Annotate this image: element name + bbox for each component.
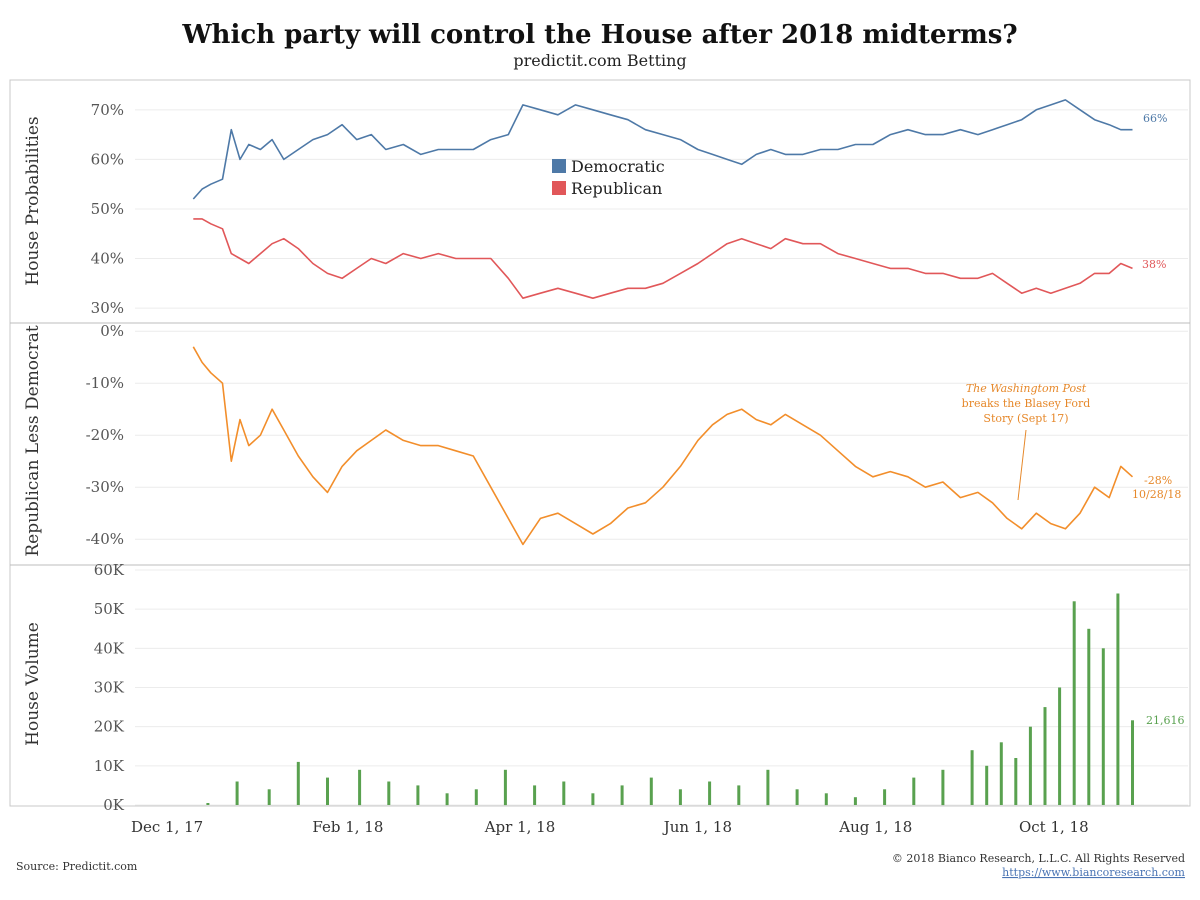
volume-bar (1116, 593, 1120, 805)
ytick-label-difference: -40% (86, 530, 124, 548)
ytick-label-probabilities: 70% (91, 101, 124, 119)
volume-bar (235, 781, 239, 805)
legend-label-democratic: Democratic (571, 157, 665, 176)
annotation-line-1: The Washingtom Post (966, 382, 1087, 395)
volume-bar (795, 789, 799, 805)
ytick-label-probabilities: 30% (91, 299, 124, 317)
legend-label-republican: Republican (571, 179, 662, 198)
volume-bar (1072, 601, 1076, 805)
ytick-label-probabilities: 60% (91, 150, 124, 168)
xtick-label: Feb 1, 18 (312, 818, 383, 836)
source-note: Source: Predictit.com (16, 860, 138, 873)
ytick-label-volume: 30K (94, 679, 125, 697)
ytick-label-difference: -10% (86, 374, 124, 392)
volume-bar (206, 803, 210, 805)
probabilities-panel: 70% 60% 50% 40% 30% (91, 99, 1133, 317)
ytick-label-probabilities: 40% (91, 250, 124, 268)
volume-bar (562, 781, 566, 805)
volume-bar (326, 777, 329, 805)
ytick-label-probabilities: 50% (91, 200, 124, 218)
chart-title: Which party will control the House after… (181, 20, 1017, 50)
volume-bar (766, 769, 770, 806)
volume-bar (999, 742, 1003, 805)
xtick-label: Dec 1, 17 (131, 818, 203, 836)
xtick-label: Jun 1, 18 (662, 818, 732, 836)
volume-bar (503, 769, 507, 806)
volume-bar (970, 750, 974, 805)
volume-bar (1028, 726, 1032, 805)
ytick-label-volume: 40K (94, 639, 125, 657)
end-label-republican: 38% (1142, 258, 1166, 271)
end-label-difference-value: -28% (1144, 474, 1172, 487)
volume-bar (296, 761, 300, 805)
ytick-label-difference: -20% (86, 426, 124, 444)
series-line-republican-less-democrat (192, 346, 1134, 546)
volume-bar (985, 765, 989, 805)
volume-bar (416, 785, 420, 805)
chart-subtitle: predictit.com Betting (513, 51, 686, 70)
difference-panel: 0% -10% -20% -30% -40% (86, 322, 1134, 548)
end-label-democratic: 66% (1143, 112, 1167, 125)
series-line-republican (193, 218, 1133, 300)
volume-bar (941, 769, 945, 806)
volume-bar (387, 781, 391, 805)
ytick-label-volume: 60K (94, 561, 125, 579)
volume-bar (591, 793, 595, 806)
volume-bar (1058, 687, 1062, 805)
xtick-label: Aug 1, 18 (838, 818, 912, 836)
volume-bar (267, 789, 271, 805)
x-axis: Dec 1, 17 Feb 1, 18 Apr 1, 18 Jun 1, 18 Aug … (131, 818, 1089, 836)
ylabel-volume: House Volume (23, 622, 43, 746)
end-label-difference-date: 10/28/18 (1132, 488, 1181, 501)
volume-panel: 60K 50K 40K 30K 20K 10K 0K (94, 561, 1134, 814)
volume-bar (853, 797, 857, 805)
volume-bar (358, 769, 362, 806)
volume-bar (678, 789, 682, 805)
plot-frame (9, 79, 1191, 807)
ytick-label-volume: 50K (94, 600, 125, 618)
annotation-line-2: breaks the Blasey Ford (962, 397, 1091, 410)
volume-bar (1087, 628, 1091, 806)
volume-bar (474, 789, 478, 805)
ytick-label-difference: 0% (100, 322, 124, 340)
ylabel-probabilities: House Probabilities (23, 116, 43, 285)
annotation-line-3: Story (Sept 17) (983, 412, 1068, 425)
annotation-pointer (1017, 429, 1027, 501)
volume-bar (1131, 720, 1134, 805)
volume-bar (1043, 707, 1047, 805)
series-line-democratic (192, 99, 1133, 200)
volume-bar (1101, 648, 1105, 805)
xtick-label: Apr 1, 18 (484, 818, 556, 836)
volume-bar (824, 793, 828, 806)
grid-layer (135, 109, 1188, 806)
volume-bar (912, 777, 916, 805)
website-link[interactable]: https://www.biancoresearch.com (1002, 866, 1185, 879)
legend-swatch-republican (552, 181, 566, 195)
volume-bar (445, 793, 449, 806)
ytick-label-volume: 10K (94, 757, 125, 775)
volume-bar (620, 785, 624, 805)
ylabel-difference: Republican Less Democrat (23, 325, 43, 556)
volume-bar (649, 777, 653, 805)
ytick-label-difference: -30% (86, 478, 124, 496)
volume-bar (533, 785, 537, 805)
volume-bar (737, 785, 741, 805)
ytick-label-volume: 20K (94, 718, 125, 736)
legend-swatch-democratic (552, 159, 566, 173)
volume-bar (1014, 758, 1018, 805)
copyright-note: © 2018 Bianco Research, L.L.C. All Right… (892, 852, 1185, 865)
ytick-label-volume: 0K (103, 796, 125, 814)
xtick-label: Oct 1, 18 (1019, 818, 1089, 836)
volume-bar (883, 789, 887, 805)
end-label-volume: 21,616 (1146, 714, 1185, 727)
volume-bar (708, 781, 712, 805)
